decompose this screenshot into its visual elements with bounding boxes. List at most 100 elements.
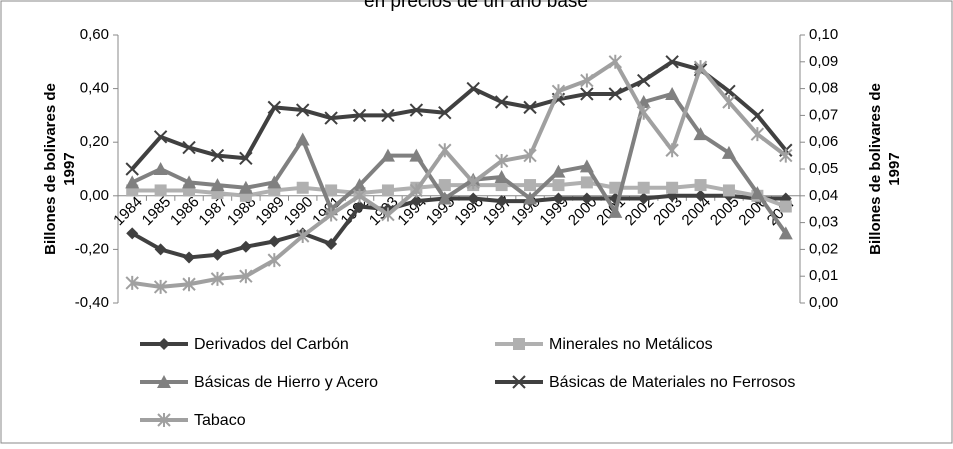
series-marker bbox=[437, 191, 452, 205]
series-marker bbox=[609, 181, 622, 194]
series-marker bbox=[380, 148, 395, 162]
series-marker bbox=[580, 73, 594, 88]
series-marker bbox=[410, 195, 423, 208]
y-axis-label: Billones de bolivares de 1997 bbox=[42, 83, 78, 255]
series-marker bbox=[182, 175, 197, 189]
legend-swatch-marker bbox=[513, 338, 525, 350]
series-marker bbox=[296, 103, 310, 117]
series-marker bbox=[381, 108, 395, 123]
legend-swatch-marker bbox=[512, 375, 526, 389]
series-line bbox=[131, 91, 788, 235]
series-marker bbox=[494, 95, 509, 109]
series-marker bbox=[325, 184, 338, 197]
series-marker bbox=[125, 175, 140, 189]
series-marker bbox=[268, 235, 281, 248]
series-marker bbox=[352, 178, 367, 192]
chart-title: en precios de un año base bbox=[364, 0, 588, 12]
y-tick-label: 0,00 bbox=[80, 187, 109, 204]
series-marker bbox=[125, 162, 139, 176]
series-marker bbox=[580, 192, 593, 205]
series-line bbox=[131, 59, 787, 289]
y2-tick-label: 0,02 bbox=[809, 240, 838, 257]
series-marker bbox=[750, 186, 765, 200]
series-marker bbox=[409, 103, 424, 117]
series-marker bbox=[125, 275, 139, 290]
series-marker bbox=[580, 87, 594, 101]
series-marker bbox=[438, 179, 451, 192]
series-marker bbox=[153, 162, 168, 175]
y2-axis-label: Billones de bolivares de 1997 bbox=[867, 83, 903, 255]
y2-tick-label: 0,04 bbox=[809, 187, 838, 204]
series-marker bbox=[238, 180, 253, 194]
y2-tick-label: 0,07 bbox=[809, 106, 838, 123]
series-marker bbox=[666, 181, 679, 194]
series-marker bbox=[637, 105, 651, 120]
legend-label: Tabaco bbox=[194, 412, 246, 429]
series-marker bbox=[239, 240, 252, 253]
series-marker bbox=[210, 148, 225, 163]
series-marker bbox=[466, 81, 480, 96]
series-marker bbox=[296, 181, 309, 194]
series-marker bbox=[353, 200, 366, 213]
series-marker bbox=[324, 207, 338, 222]
series-marker bbox=[637, 192, 650, 205]
legend-label: Derivados del Carbón bbox=[194, 336, 349, 353]
series-marker bbox=[579, 159, 594, 173]
series-marker bbox=[438, 143, 452, 158]
series-marker bbox=[608, 54, 622, 69]
series-marker bbox=[239, 269, 253, 284]
legend-swatch-marker bbox=[157, 375, 171, 388]
y-tick-label: 0,20 bbox=[80, 133, 109, 150]
series-marker bbox=[665, 55, 679, 69]
series-marker bbox=[523, 191, 538, 205]
y2-tick-label: 0,00 bbox=[809, 294, 838, 311]
series-marker bbox=[524, 179, 537, 192]
y2-tick-label: 0,09 bbox=[809, 53, 838, 70]
series-marker bbox=[693, 60, 708, 75]
series-marker bbox=[324, 111, 338, 125]
y-tick-label: 0,40 bbox=[80, 80, 109, 97]
series-marker bbox=[267, 253, 281, 268]
y2-tick-label: 0,01 bbox=[809, 267, 838, 284]
series-marker bbox=[381, 184, 394, 197]
series-marker bbox=[778, 226, 793, 240]
series-marker bbox=[637, 73, 651, 88]
series-marker bbox=[552, 192, 565, 205]
series-marker bbox=[694, 179, 707, 192]
legend-swatch-marker bbox=[158, 338, 170, 350]
series-marker bbox=[296, 229, 310, 243]
series-marker bbox=[239, 151, 253, 165]
series-marker bbox=[551, 164, 566, 178]
legend-label: Básicas de Hierro y Acero bbox=[194, 374, 378, 391]
series-marker bbox=[381, 207, 395, 222]
series-line bbox=[130, 59, 788, 171]
series-marker bbox=[523, 100, 537, 115]
series-marker bbox=[608, 204, 623, 218]
series-marker bbox=[722, 184, 735, 197]
y2-tick-label: 0,03 bbox=[809, 214, 838, 231]
series-marker bbox=[494, 170, 509, 184]
series-marker bbox=[665, 143, 679, 158]
series-marker bbox=[126, 227, 139, 240]
series-marker bbox=[210, 271, 225, 286]
series-marker bbox=[721, 145, 736, 159]
series-marker bbox=[183, 251, 196, 264]
series-marker bbox=[182, 140, 196, 155]
legend-label: Básicas de Materiales no Ferrosos bbox=[549, 374, 795, 391]
y2-tick-label: 0,10 bbox=[809, 26, 838, 43]
series-marker bbox=[750, 127, 765, 142]
series-marker bbox=[267, 100, 281, 115]
y-tick-label: 0,60 bbox=[80, 26, 109, 43]
series-marker bbox=[153, 279, 168, 294]
series-marker bbox=[608, 87, 622, 101]
series-marker bbox=[779, 200, 792, 213]
y2-tick-label: 0,08 bbox=[809, 80, 838, 97]
series-marker bbox=[494, 153, 509, 168]
series-marker bbox=[580, 176, 593, 189]
y2-tick-label: 0,06 bbox=[809, 133, 838, 150]
legend-swatch-marker bbox=[157, 413, 171, 427]
series-marker bbox=[467, 192, 480, 205]
series-marker bbox=[750, 108, 765, 123]
series-marker bbox=[210, 178, 225, 192]
